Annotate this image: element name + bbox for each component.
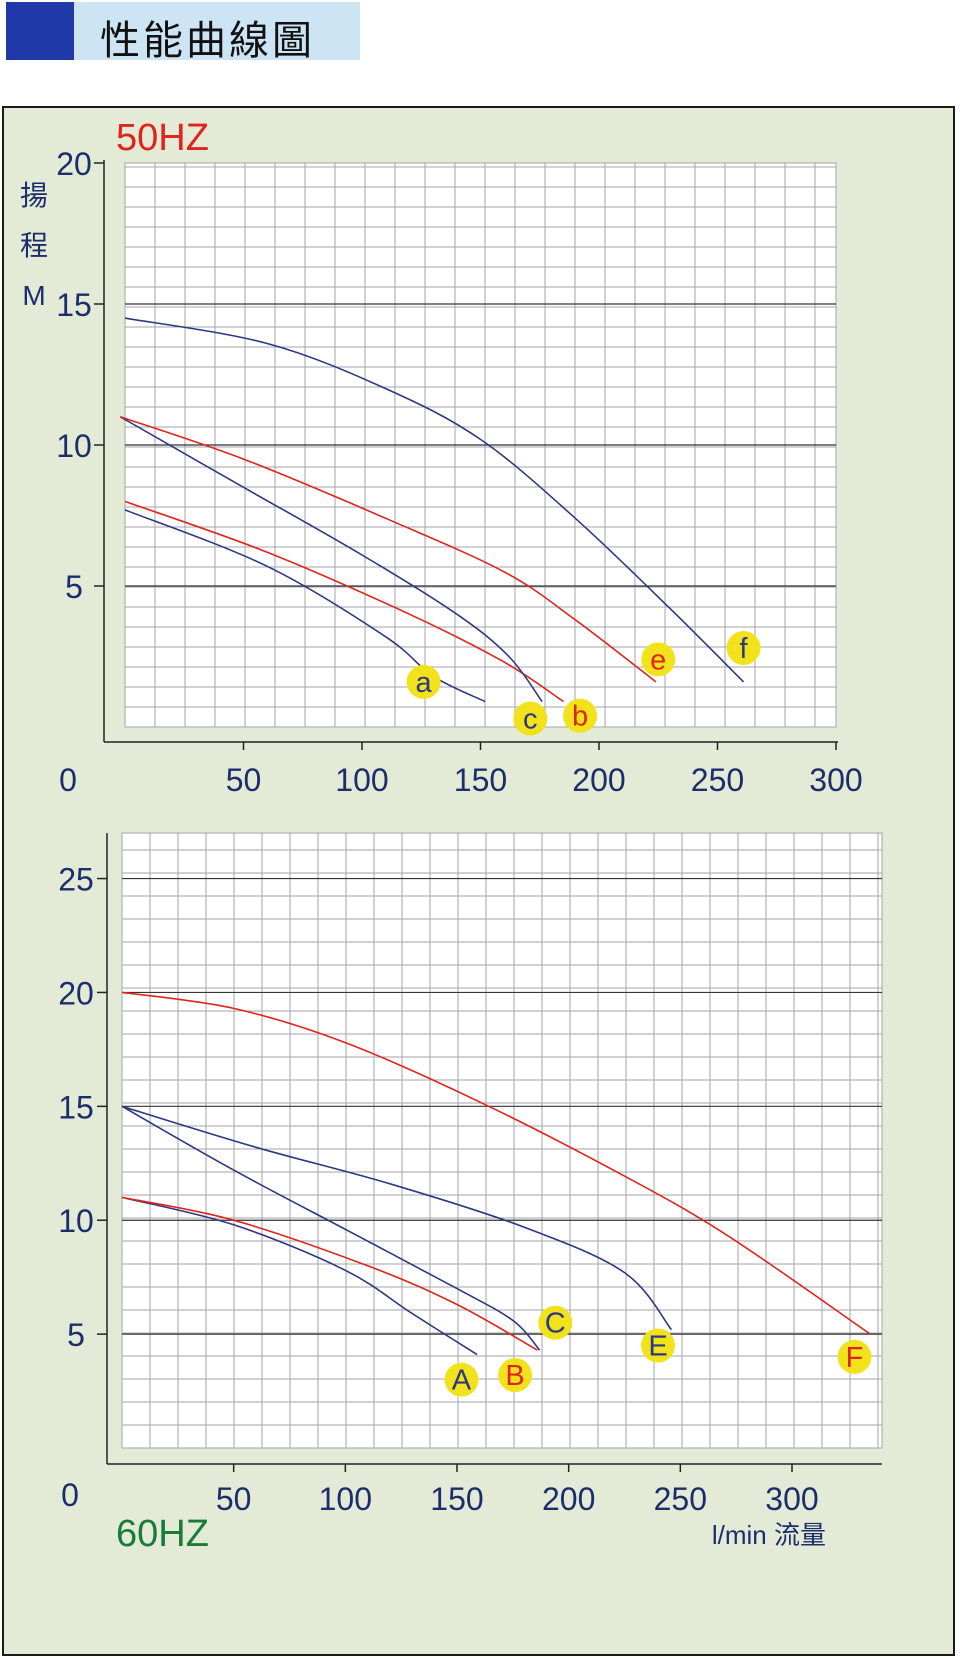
x-tick-label: 250 [691,762,744,798]
x-tick-label: 300 [809,762,862,798]
x-axis-label: l/min 流量 [712,1520,826,1550]
curve-label-C: C [545,1308,566,1340]
y-tick-label: 10 [56,428,92,464]
x-tick-label: 300 [765,1481,818,1517]
x-tick-label: 150 [454,762,507,798]
chart-title: 50HZ [116,117,209,159]
y-tick-label: 5 [65,569,83,605]
curve-label-F: F [846,1342,864,1374]
curve-marker-b [563,698,598,733]
x-tick-label: 250 [654,1481,707,1517]
y-axis-label-char: 揚 [20,180,48,211]
curve-F [121,991,871,1335]
y-tick-label: 20 [56,146,92,182]
curve-marker-E [641,1328,675,1363]
curve-label-b: b [572,701,588,733]
y-axis-label-char: M [22,280,45,311]
curve-label-E: E [648,1331,667,1363]
curve-label-B: B [505,1360,524,1392]
curve-E [121,1105,673,1331]
y-tick-label: 20 [58,975,94,1011]
y-axis-label-char: 程 [20,230,48,261]
curve-marker-e [641,642,676,677]
curve-f [124,317,745,683]
y-tick-label: 25 [58,862,94,898]
header-band [74,2,360,60]
curve-marker-c [513,701,548,736]
y-tick-label: 10 [58,1203,94,1239]
curve-B [121,1196,538,1351]
curve-b [124,500,564,703]
curve-label-A: A [452,1365,472,1397]
chart-title: 60HZ [116,1513,209,1555]
page-title: 性能曲線圖 [100,18,315,64]
curve-label-f: f [740,633,749,665]
x-tick-label: 50 [216,1481,252,1517]
curve-marker-B [498,1358,533,1393]
header-accent-block [6,2,74,60]
y-tick-label: 5 [67,1317,85,1353]
x-tick-label: 0 [59,762,77,798]
curve-label-c: c [523,704,538,736]
curve-marker-a [406,664,441,699]
plot-border-1 [121,832,883,1449]
y-tick-label: 15 [58,1089,94,1125]
curve-A [121,1196,478,1356]
curve-label-e: e [650,644,666,676]
curve-marker-F [837,1339,872,1374]
x-tick-label: 200 [542,1481,595,1517]
curve-e [120,416,657,683]
curve-c [119,416,543,703]
curve-C [121,1105,541,1351]
y-tick-label: 15 [56,287,92,323]
x-tick-label: 100 [335,762,388,798]
x-tick-label: 100 [319,1481,372,1517]
curve-marker-C [538,1305,573,1340]
x-tick-label: 150 [430,1481,483,1517]
x-tick-label: 50 [226,762,262,798]
x-tick-label: 200 [572,762,625,798]
header-bar: 性能曲線圖 [0,0,360,64]
x-tick-label: 0 [61,1477,79,1513]
curve-label-a: a [416,667,433,699]
plot-area-1 [122,833,882,1448]
curve-marker-A [444,1362,479,1397]
curve-marker-f [726,631,761,666]
